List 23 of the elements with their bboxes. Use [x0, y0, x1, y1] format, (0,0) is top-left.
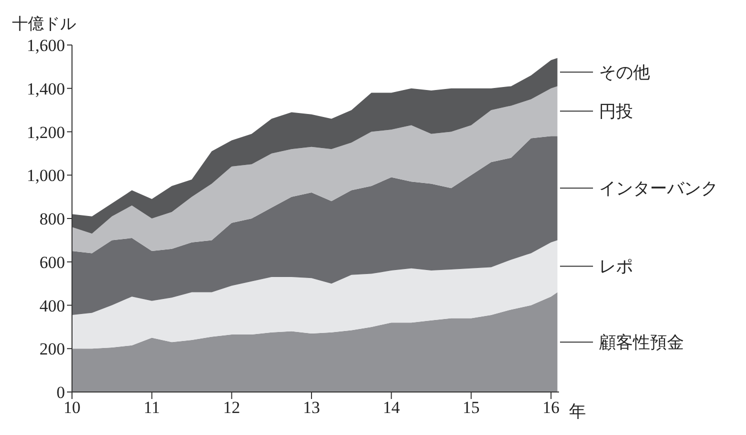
- y-tick-label: 1,400: [26, 79, 65, 98]
- x-tick-label: 11: [144, 398, 160, 418]
- text: 顧客性預金: [599, 333, 684, 352]
- y-tick-label: 1,000: [26, 166, 65, 186]
- text: その他: [599, 63, 650, 82]
- x-tick-label: 13: [303, 398, 320, 418]
- x-tick-label: 14: [382, 398, 400, 418]
- text: インターバンク: [599, 179, 718, 198]
- x-axis-title: 年: [569, 402, 586, 421]
- y-tick-label: 200: [40, 340, 65, 359]
- text: 円投: [599, 102, 633, 122]
- x-tick-label: 10: [64, 398, 80, 418]
- x-tick-label: 12: [223, 398, 240, 418]
- y-tick-label: 400: [40, 296, 65, 316]
- y-tick-label: 0: [56, 383, 65, 402]
- y-tick-label: 1,200: [26, 122, 65, 142]
- x-tick-label: 15: [462, 398, 480, 418]
- y-axis-title: 十億ドル: [12, 15, 76, 33]
- y-tick-label: 600: [40, 252, 65, 272]
- text: レポ: [599, 257, 633, 276]
- y-tick-label: 1,600: [26, 36, 65, 56]
- y-tick-label: 800: [40, 210, 65, 229]
- x-tick-label: 16: [542, 398, 560, 418]
